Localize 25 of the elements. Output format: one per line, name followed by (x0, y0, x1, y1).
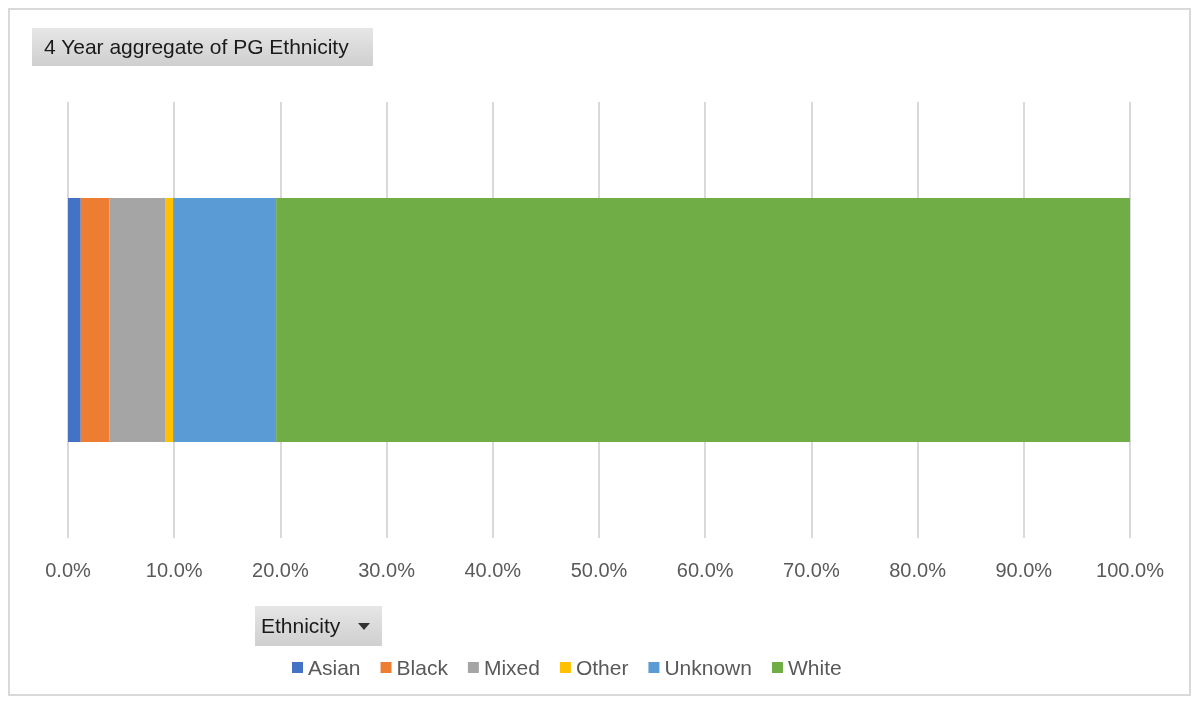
legend-label: Asian (308, 656, 361, 679)
bar (173, 197, 277, 443)
x-tick-label: 80.0% (889, 559, 947, 581)
x-tick-label: 20.0% (252, 559, 309, 581)
legend-label: White (787, 656, 842, 679)
legend-label: Black (396, 656, 449, 679)
legend-label: Mixed (483, 656, 540, 679)
legend-label: Unknown (664, 656, 752, 679)
bar (80, 197, 110, 443)
x-tick-label: 50.0% (570, 559, 628, 581)
x-tick-label: 10.0% (145, 559, 203, 581)
bar (68, 197, 81, 443)
x-tick-label: 70.0% (783, 559, 840, 581)
bar (165, 197, 174, 443)
chart-title: 4 Year aggregate of PG Ethnicity (32, 28, 373, 66)
x-tick-label: 100.0% (1096, 559, 1165, 581)
x-tick-label: 60.0% (676, 559, 734, 581)
bar (276, 197, 1130, 443)
bar (109, 197, 166, 443)
x-tick-label: 90.0% (995, 559, 1053, 581)
legend-label: Other (575, 656, 629, 679)
x-tick-label: 30.0% (358, 559, 416, 581)
x-tick-label: 0.0% (45, 559, 92, 581)
x-tick-label: 40.0% (464, 559, 522, 581)
legend-title: Ethnicity (261, 614, 341, 638)
